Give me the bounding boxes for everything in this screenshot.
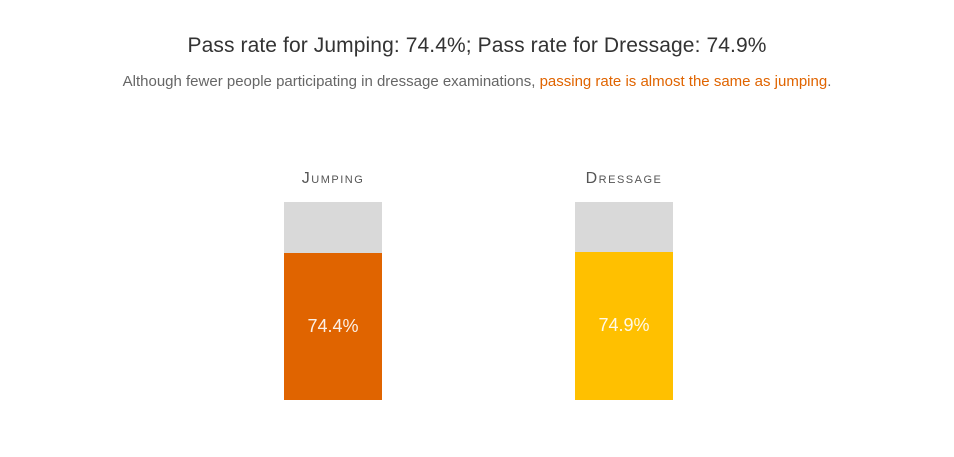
subtitle-highlight: passing rate is almost the same as jumpi…	[539, 73, 828, 90]
bar-jumping: 74.4%	[284, 202, 382, 400]
bar-dressage: 74.9%	[575, 202, 673, 400]
category-label-jumping: Jumping	[301, 170, 365, 187]
bar-fill-dressage	[575, 252, 673, 400]
value-label-jumping: 74.4%	[307, 315, 359, 336]
chart-title: Pass rate for Jumping: 74.4%; Pass rate …	[187, 34, 767, 57]
value-label-dressage: 74.9%	[598, 315, 650, 335]
category-label-dressage: Dressage	[585, 170, 663, 187]
chart-subtitle: Although fewer people participating in d…	[0, 73, 954, 90]
subtitle-text: Although fewer people participating in d…	[122, 73, 540, 90]
subtitle-suffix: .	[827, 73, 832, 90]
bar-fill-jumping	[284, 253, 382, 400]
